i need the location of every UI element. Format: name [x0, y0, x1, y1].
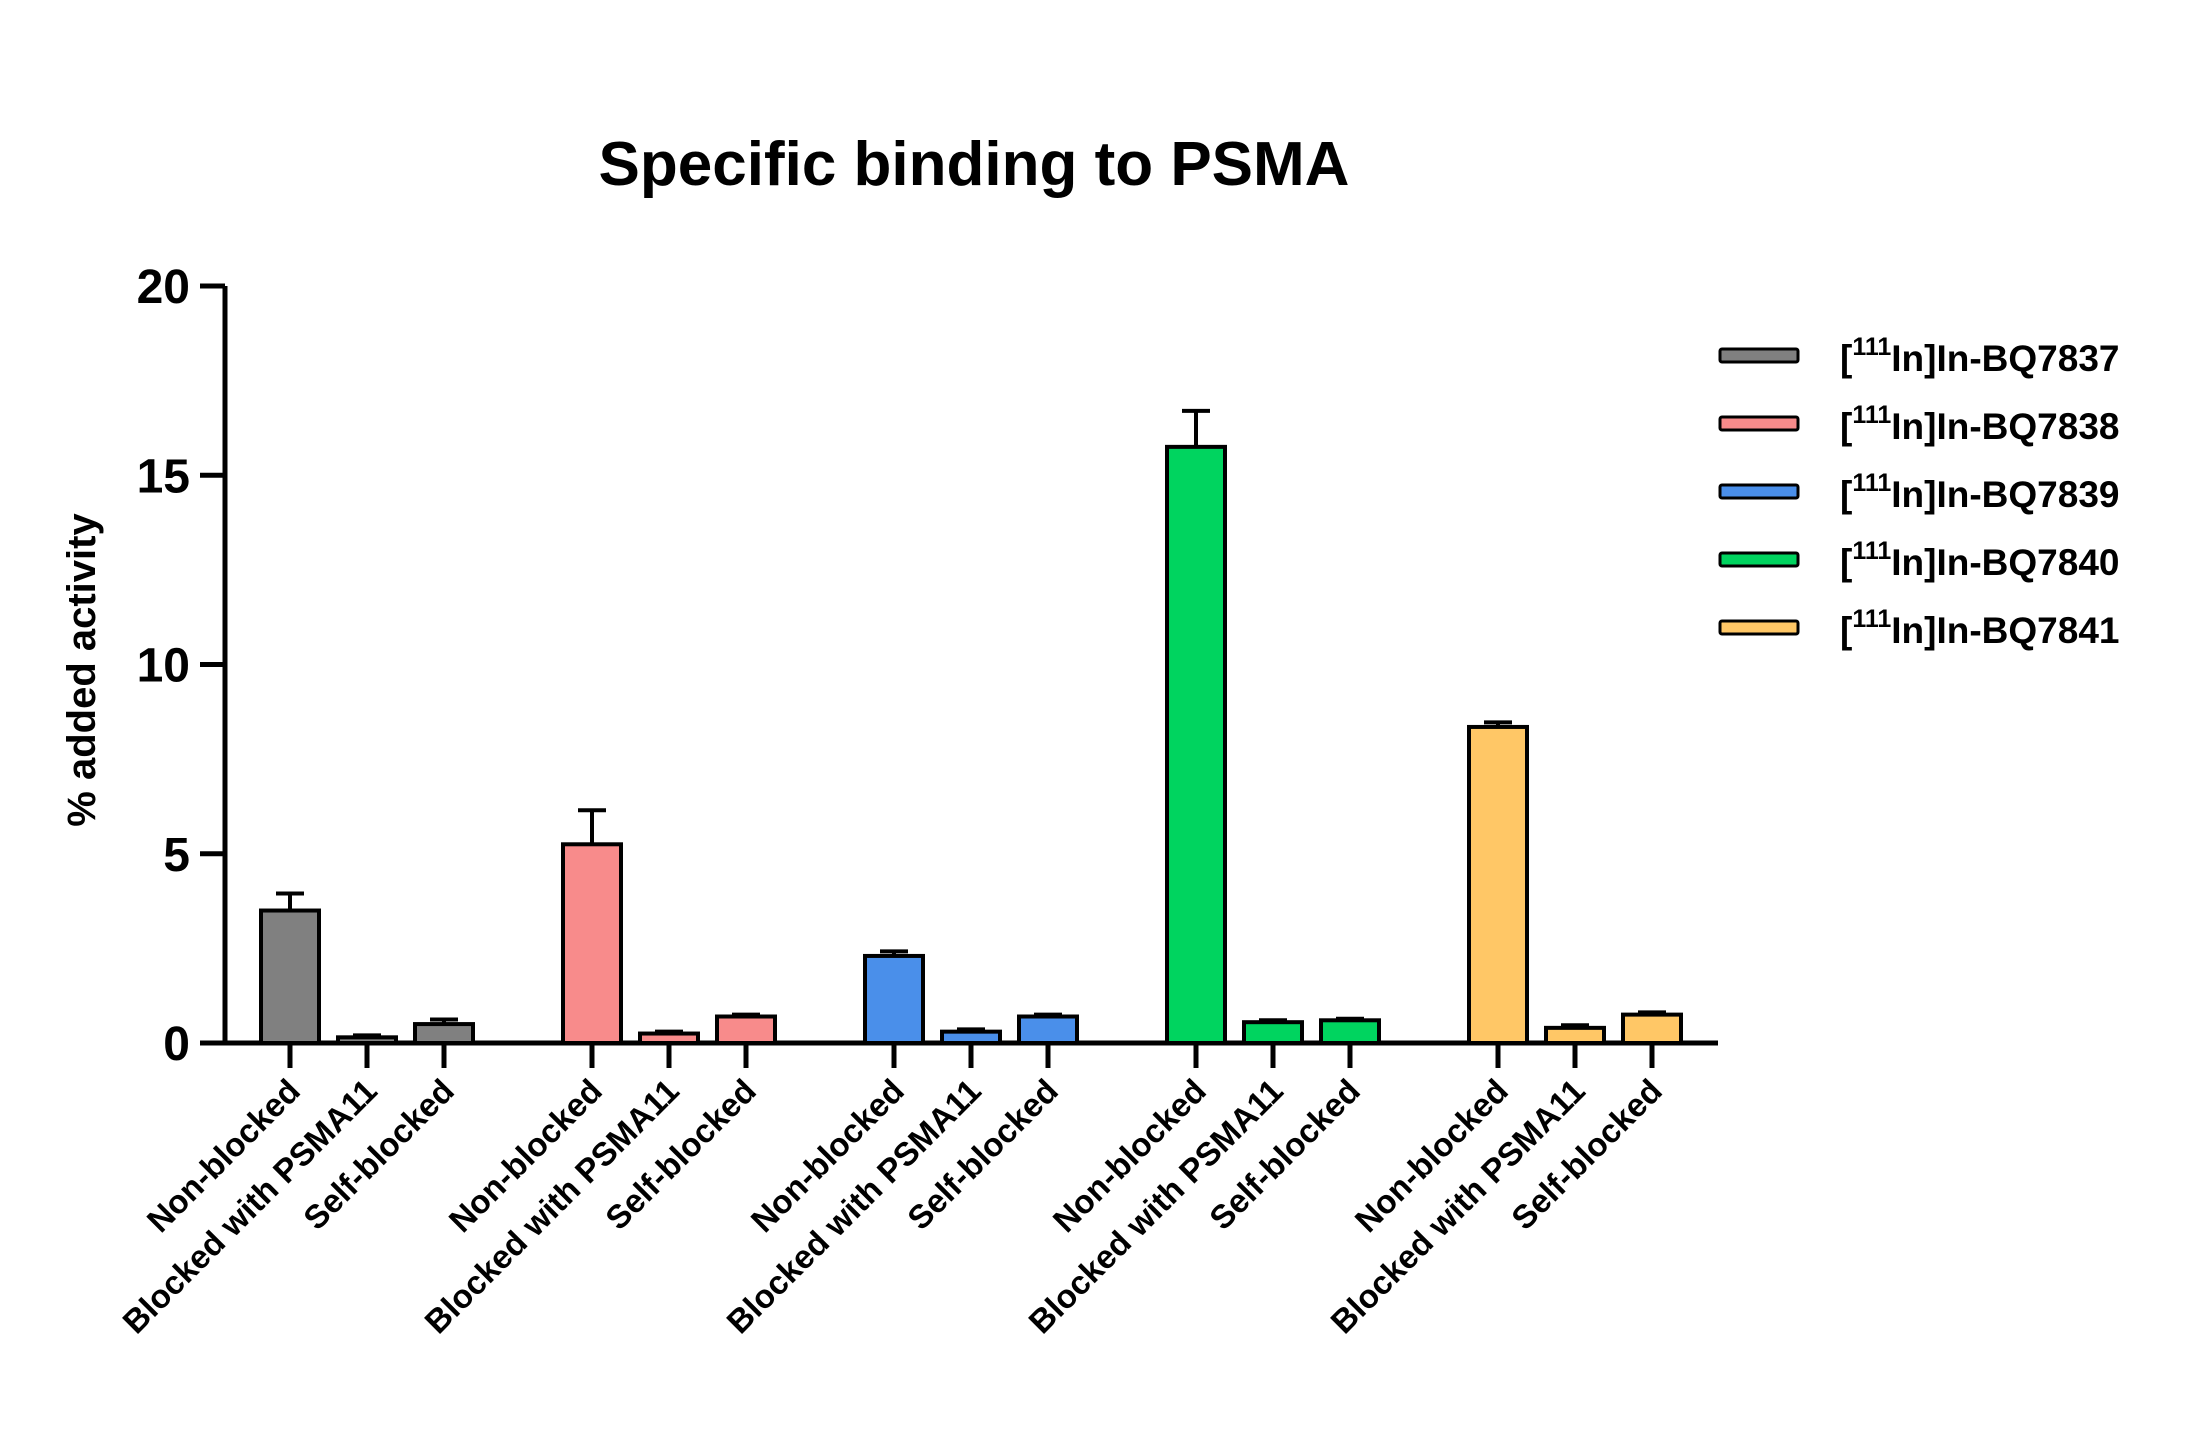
- y-tick-label: 15: [137, 450, 190, 503]
- bar: [413, 1022, 475, 1045]
- bar: [1242, 1020, 1304, 1045]
- bar: [1544, 1025, 1606, 1045]
- bar: [715, 1014, 777, 1046]
- bars: [259, 408, 1683, 1046]
- y-tick-label: 10: [137, 640, 190, 693]
- bar: [940, 1029, 1002, 1046]
- bar: [638, 1031, 700, 1045]
- bar: [1165, 444, 1227, 1045]
- legend-swatch: [1718, 347, 1800, 364]
- bar: [1467, 724, 1529, 1045]
- legend-swatch: [1718, 415, 1800, 432]
- bar: [336, 1035, 398, 1046]
- y-tick-label: 5: [163, 829, 190, 882]
- legend-label: [111In]In-BQ7840: [1840, 537, 2120, 583]
- legend-label: [111In]In-BQ7841: [1840, 605, 2120, 651]
- legend-label: [111In]In-BQ7839: [1840, 469, 2120, 515]
- y-tick-label: 20: [137, 261, 190, 314]
- chart-title: Specific binding to PSMA: [599, 130, 1350, 199]
- legend-label: [111In]In-BQ7837: [1840, 333, 2120, 379]
- bar: [1621, 1012, 1683, 1045]
- legend-label: [111In]In-BQ7838: [1840, 401, 2120, 447]
- bar: [1319, 1018, 1381, 1045]
- legend-swatch: [1718, 619, 1800, 636]
- bar: [259, 908, 321, 1046]
- bar: [1017, 1014, 1079, 1046]
- y-axis-label: % added activity: [60, 513, 104, 827]
- legend: [111In]In-BQ7837 [111In]In-BQ7838 [111In]I…: [1718, 333, 2120, 651]
- bar: [863, 953, 925, 1046]
- bar: [561, 842, 623, 1045]
- y-tick-label: 0: [163, 1018, 190, 1071]
- legend-swatch: [1718, 551, 1800, 568]
- legend-swatch: [1718, 483, 1800, 500]
